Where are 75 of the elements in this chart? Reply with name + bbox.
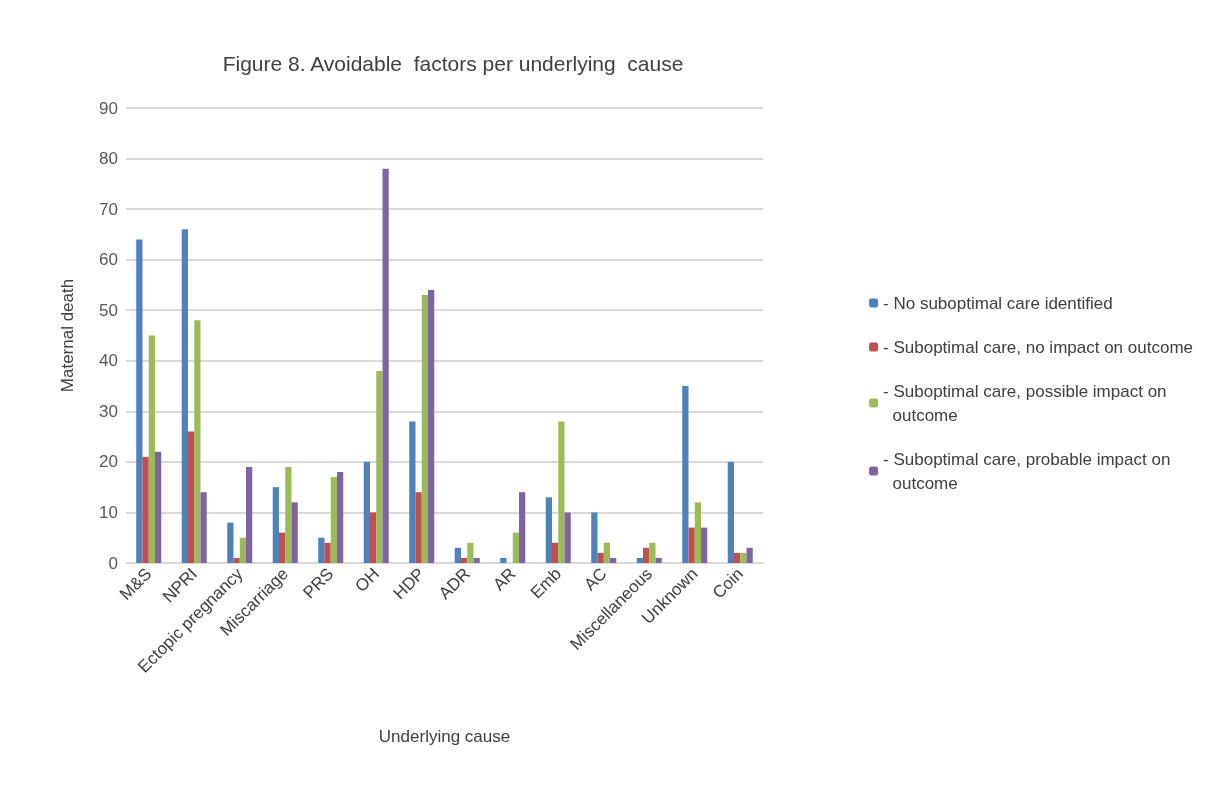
y-tick-label: 90 [99,98,118,118]
bar [376,370,383,563]
bar [642,547,650,563]
bar [369,512,377,563]
bar [324,542,331,563]
bar [682,386,689,563]
bar [564,512,571,563]
bar [246,466,253,563]
bar [181,229,188,563]
bar [337,472,344,563]
bar [291,502,298,563]
bar [740,552,747,563]
bar [610,557,617,563]
bar [649,542,656,563]
bar [200,492,207,563]
y-axis-title: Maternal death [58,278,77,393]
bar [382,168,389,563]
bar [551,542,559,563]
y-tick-label: 80 [99,149,118,169]
chart-title: Figure 8. Avoidable factors per underlying cause [222,52,684,75]
bar [694,502,702,563]
bar [421,295,429,563]
bar [473,557,480,563]
y-tick-label: 60 [99,250,118,270]
bar [155,451,162,563]
bar [194,320,201,563]
bar [519,492,526,563]
bar [688,527,695,563]
bar [597,552,604,563]
bar [227,522,234,563]
y-tick-label: 20 [99,452,118,472]
bar [655,557,662,563]
bar [701,527,708,563]
bar [636,557,643,563]
bar [454,547,461,563]
legend-label: - No suboptimal care identified [883,293,1113,313]
bar [500,557,507,563]
bar [545,497,552,563]
bar [460,557,468,563]
bar [278,532,286,563]
bar [591,512,598,563]
bar [428,290,435,563]
bar [285,466,292,563]
y-tick-label: 40 [99,351,118,371]
bar [746,547,753,563]
legend-label: - Suboptimal care, probable impact on outcome [883,449,1171,493]
bar [233,557,240,563]
bar [727,461,734,563]
bar [467,542,474,563]
bar [272,487,279,563]
bar [415,492,422,563]
legend-label: - Suboptimal care, possible impact on outcome [883,381,1167,425]
bar [603,542,611,563]
bar [142,456,149,563]
bar [148,335,156,563]
x-tick-label: Coin [708,564,747,603]
bar [733,552,741,563]
bar [558,421,565,563]
y-tick-label: 0 [108,553,118,573]
bar [136,239,143,563]
bar [512,532,520,563]
x-tick-label: OH [351,564,383,596]
bar [318,537,325,563]
y-tick-label: 10 [99,502,118,522]
y-tick-label: 30 [99,401,118,421]
bar [239,537,247,563]
legend-label: - Suboptimal care, no impact on outcome [883,337,1193,357]
y-tick-label: 50 [99,300,118,320]
bar [363,461,370,563]
bar [409,421,416,563]
bar [187,431,195,563]
bar [330,477,338,563]
y-tick-label: 70 [99,199,118,219]
x-axis-title: Underlying cause [378,727,511,746]
x-tick-label: AR [489,564,520,595]
